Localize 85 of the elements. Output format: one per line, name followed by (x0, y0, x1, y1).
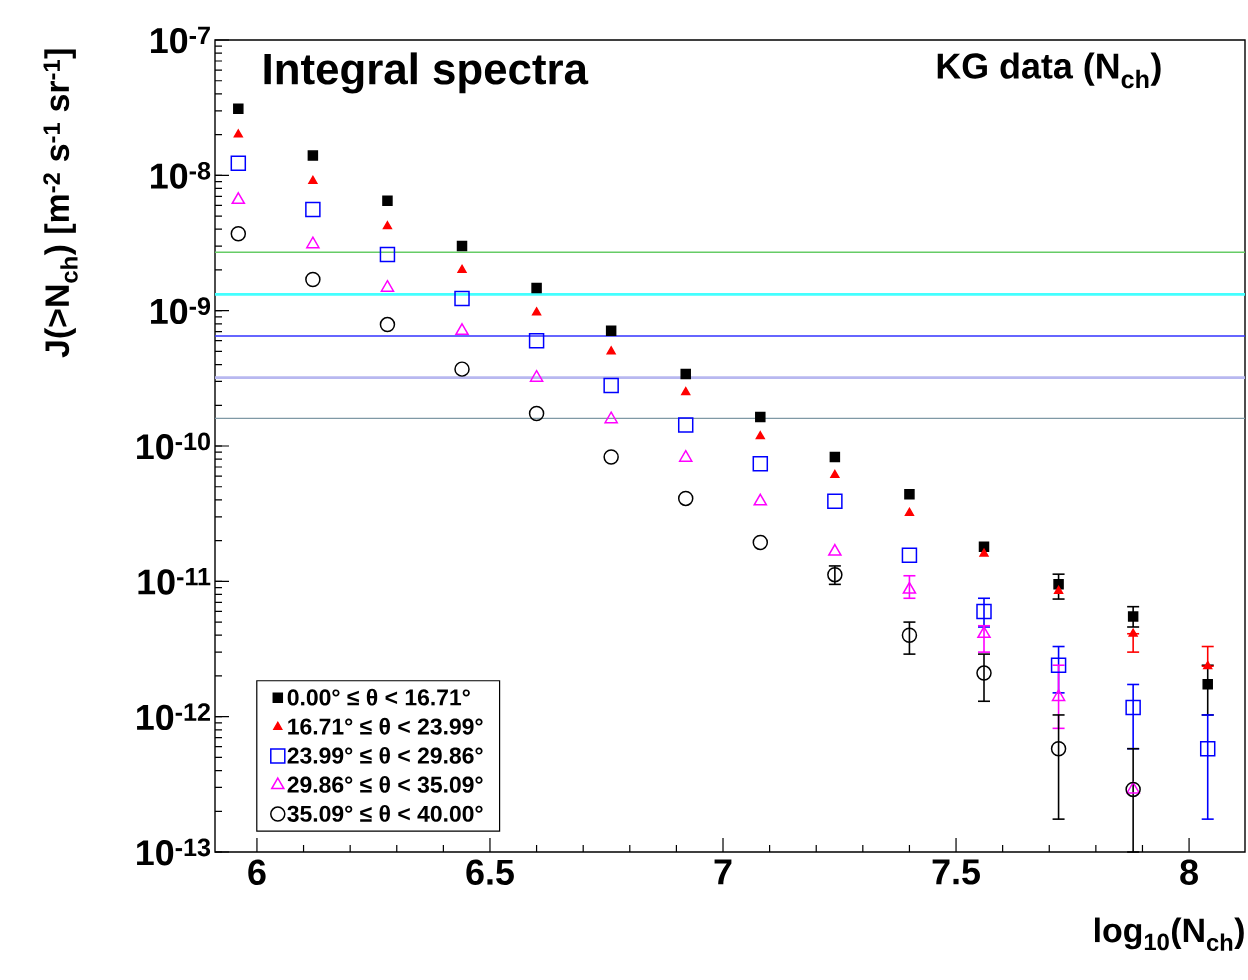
point (603, 449, 619, 465)
point (531, 307, 542, 316)
legend-label: 23.99° ≤ θ < 29.86° (287, 746, 483, 764)
y-tick-label: 10$^{-13}$ (137, 838, 211, 866)
point (308, 175, 318, 184)
point (828, 543, 842, 556)
point (904, 507, 915, 516)
point (902, 581, 917, 594)
point (1202, 678, 1213, 690)
point (752, 455, 769, 472)
point (531, 282, 542, 294)
point (603, 377, 619, 394)
point (604, 411, 618, 424)
point (379, 246, 396, 263)
point (457, 264, 467, 273)
x-tick-label: 7.5 (932, 859, 980, 885)
point (382, 195, 393, 206)
point (827, 493, 843, 510)
point (605, 325, 617, 337)
y-tick-label: 10$^{-8}$ (151, 161, 211, 189)
point (379, 316, 396, 333)
point (755, 411, 766, 423)
point (1053, 585, 1064, 594)
point (1125, 781, 1141, 798)
point (305, 201, 321, 218)
x-tick-label: 8 (1180, 859, 1198, 885)
x-tick-label: 6 (248, 859, 266, 885)
point (1050, 740, 1067, 757)
point (681, 386, 691, 396)
y-tick-label: 10$^{-9}$ (151, 297, 211, 325)
point (233, 129, 243, 138)
point (677, 417, 694, 433)
point (680, 368, 691, 380)
y-tick-label: 10$^{-11}$ (138, 568, 211, 595)
point (606, 346, 616, 355)
point (380, 279, 395, 292)
point (230, 155, 247, 171)
point (753, 493, 768, 506)
point (306, 236, 320, 249)
point (1051, 689, 1066, 702)
point (307, 150, 319, 161)
point (1125, 699, 1141, 716)
point (528, 405, 545, 422)
y-tick-label: 10$^{-12}$ (137, 703, 210, 731)
point (904, 489, 915, 500)
legend-label: 29.86° ≤ θ < 35.09° (287, 775, 483, 793)
point (1050, 657, 1067, 673)
legend-label: 0.00° ≤ θ < 16.71° (287, 688, 470, 706)
x-tick-label: 6.5 (466, 859, 514, 885)
point (382, 221, 393, 230)
point (1203, 660, 1213, 670)
point (901, 627, 918, 643)
point (752, 534, 769, 551)
point (830, 469, 840, 479)
point (901, 547, 918, 563)
point (1199, 740, 1216, 757)
x-tick-label: 7 (714, 859, 732, 885)
point (454, 361, 470, 377)
point (305, 271, 321, 288)
point (1126, 781, 1140, 794)
point (528, 332, 545, 349)
annotation: KG data (N$_{ch}$) (937, 52, 1161, 89)
point (677, 490, 694, 507)
text: J(>N$_{ch}$) [m$^{-2}$ s$^{-1}$ sr$^{-1}$] (43, 49, 78, 358)
point (1128, 628, 1138, 637)
point (755, 431, 765, 440)
point (233, 103, 244, 115)
point (976, 665, 992, 681)
y-tick-label: 10$^{-10}$ (137, 432, 210, 460)
point (455, 323, 469, 336)
point (454, 290, 470, 307)
point (1127, 611, 1139, 622)
point (529, 369, 544, 382)
x-axis-title: log$_{10}$(N$_{ch}$) (1094, 917, 1244, 951)
annotation: Integral spectra (264, 52, 589, 94)
point (231, 192, 246, 205)
point (976, 603, 992, 620)
point (979, 548, 989, 557)
legend-label: 16.71° ≤ θ < 23.99° (288, 717, 483, 735)
point (456, 240, 468, 252)
legend-label: 35.09° ≤ θ < 40.00° (287, 805, 483, 822)
point (230, 226, 247, 242)
point (829, 451, 841, 463)
point (678, 449, 693, 462)
y-tick-label: 10$^{-7}$ (151, 26, 210, 54)
